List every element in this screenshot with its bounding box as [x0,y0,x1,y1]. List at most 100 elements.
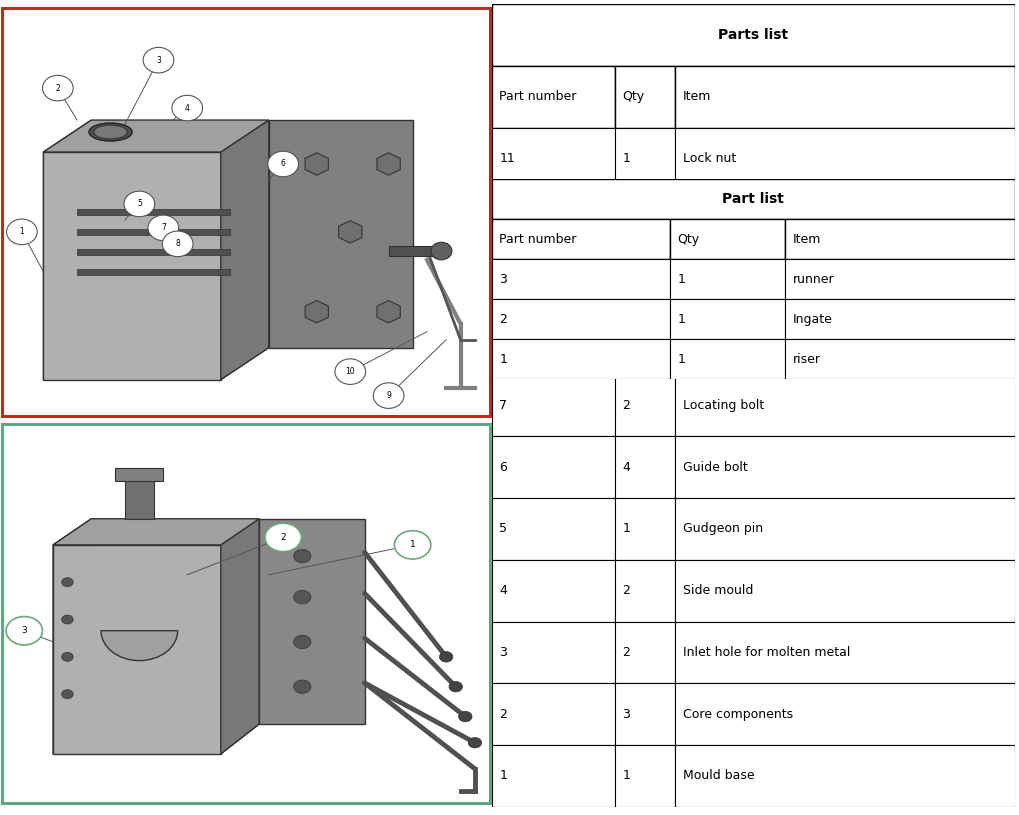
Circle shape [124,192,155,217]
Text: 7: 7 [499,399,507,412]
Text: 2: 2 [622,399,630,412]
Text: Side mould: Side mould [682,584,752,597]
Bar [675,560,1014,622]
Bar [491,299,668,339]
Text: Locating bolt: Locating bolt [682,399,763,412]
Text: Parts list: Parts list [717,28,788,42]
Circle shape [268,152,299,177]
Text: Lock bolt: Lock bolt [682,214,739,227]
Polygon shape [221,518,259,754]
Ellipse shape [89,123,132,141]
Text: 5: 5 [499,522,507,535]
Polygon shape [259,518,365,724]
Circle shape [394,531,430,559]
Text: 5: 5 [137,200,142,209]
Bar [668,299,784,339]
Text: 2: 2 [622,646,630,659]
Bar [491,179,1014,219]
Text: Lock nut: Lock nut [682,152,735,165]
Circle shape [448,681,462,692]
Circle shape [468,738,481,748]
Bar [784,299,1014,339]
Bar [491,189,614,251]
Text: 1: 1 [622,214,630,227]
Bar [491,560,614,622]
Bar [491,313,614,375]
Bar [675,436,1014,498]
Polygon shape [221,120,269,380]
Bar [491,622,614,683]
Bar [125,482,154,518]
Polygon shape [53,545,221,754]
Circle shape [162,231,193,257]
Polygon shape [44,152,221,380]
Bar [675,66,1014,128]
Bar [614,251,675,313]
Circle shape [334,359,365,385]
Polygon shape [44,120,92,380]
Circle shape [439,652,452,662]
Text: 11: 11 [499,152,515,165]
Bar [491,498,614,560]
Text: Qty: Qty [622,90,644,104]
Text: 10: 10 [345,367,355,377]
Text: 2: 2 [499,707,506,720]
Circle shape [6,616,43,645]
Text: 1: 1 [499,353,506,365]
Text: 1: 1 [622,275,630,289]
Text: 1: 1 [677,273,685,285]
Bar [491,436,614,498]
Ellipse shape [94,125,127,139]
Polygon shape [53,518,92,754]
Text: 6: 6 [499,460,506,474]
Bar [77,249,230,255]
Wedge shape [101,631,177,661]
Bar [614,683,675,745]
Bar [675,498,1014,560]
Text: 2: 2 [499,313,506,325]
Text: 3: 3 [21,626,28,635]
Bar [784,219,1014,259]
Bar [614,375,675,436]
Bar [491,339,668,379]
Bar [77,209,230,215]
Bar [491,375,614,436]
Polygon shape [44,120,269,152]
Text: Core components: Core components [682,707,792,720]
Circle shape [148,215,178,240]
Circle shape [265,523,301,552]
Text: 1: 1 [622,769,630,782]
Bar [614,560,675,622]
Bar [614,622,675,683]
Circle shape [61,615,73,624]
Text: 10: 10 [499,214,515,227]
Bar [614,745,675,807]
Bar [491,128,614,189]
Bar [491,66,614,128]
Bar [675,745,1014,807]
Text: 4: 4 [184,104,190,112]
Text: Turning handle: Turning handle [682,275,774,289]
Text: 3: 3 [499,273,506,285]
Bar [675,622,1014,683]
Text: 3: 3 [499,646,506,659]
Circle shape [459,711,472,722]
Bar [491,219,668,259]
Bar [668,339,784,379]
Bar [675,128,1014,189]
Circle shape [293,590,311,604]
Text: Item: Item [682,90,710,104]
Text: Part number: Part number [499,233,577,245]
Text: Part list: Part list [721,192,784,206]
Circle shape [143,47,173,73]
Bar [491,683,614,745]
Text: Inlet hole for molten metal: Inlet hole for molten metal [682,646,849,659]
Text: 7: 7 [161,223,165,232]
Bar [491,251,614,313]
Text: Item: Item [792,233,820,245]
Text: Gudgeon pin: Gudgeon pin [682,522,762,535]
Bar [614,189,675,251]
Text: Part number: Part number [499,90,577,104]
Circle shape [43,75,73,101]
Circle shape [373,383,404,408]
